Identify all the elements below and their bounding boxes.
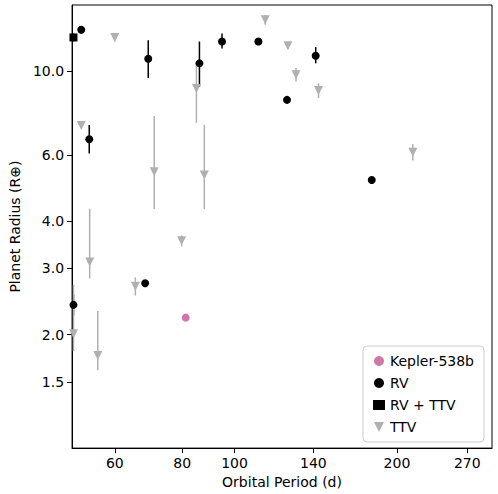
svg-text:140: 140 <box>300 455 327 471</box>
svg-text:TTV: TTV <box>389 419 417 435</box>
svg-text:Planet Radius (R⊕): Planet Radius (R⊕) <box>7 160 23 292</box>
svg-text:200: 200 <box>384 455 411 471</box>
svg-text:RV: RV <box>390 375 409 391</box>
svg-text:270: 270 <box>454 455 481 471</box>
svg-text:Orbital Period (d): Orbital Period (d) <box>222 474 342 490</box>
svg-text:4.0: 4.0 <box>42 213 64 229</box>
svg-text:6.0: 6.0 <box>42 147 64 163</box>
svg-text:RV + TTV: RV + TTV <box>390 397 456 413</box>
svg-text:2.0: 2.0 <box>42 327 64 343</box>
svg-text:Kepler-538b: Kepler-538b <box>390 353 474 369</box>
svg-text:60: 60 <box>106 455 124 471</box>
svg-text:10.0: 10.0 <box>33 63 64 79</box>
svg-text:100: 100 <box>221 455 248 471</box>
svg-text:80: 80 <box>173 455 191 471</box>
svg-text:1.5: 1.5 <box>42 374 64 390</box>
svg-text:3.0: 3.0 <box>42 260 64 276</box>
